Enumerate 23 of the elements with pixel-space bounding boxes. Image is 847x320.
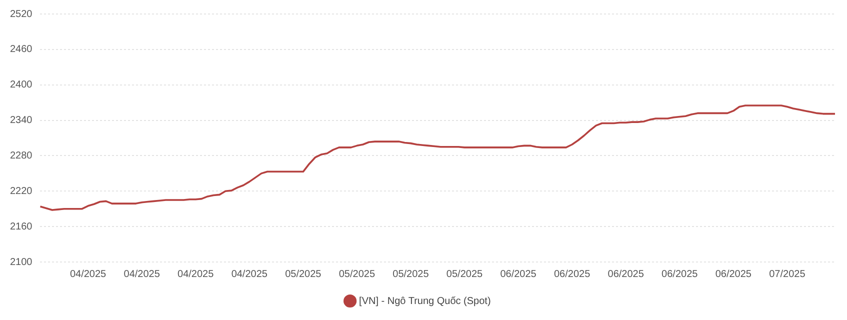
x-tick-label: 05/2025	[285, 268, 322, 280]
y-tick-label: 2280	[10, 150, 33, 162]
x-tick-label: 06/2025	[715, 268, 752, 280]
y-tick-label: 2400	[10, 80, 33, 91]
x-tick-label: 04/2025	[124, 268, 160, 280]
x-tick-label: 06/2025	[554, 268, 591, 280]
y-tick-label: 2220	[10, 186, 33, 197]
x-tick-label: 04/2025	[231, 268, 268, 280]
y-tick-label: 2520	[10, 8, 33, 20]
y-tick-label: 2160	[10, 221, 33, 232]
y-tick-label: 2100	[10, 256, 33, 268]
x-tick-label: 04/2025	[178, 268, 214, 280]
y-tick-label: 2460	[10, 44, 33, 56]
x-tick-label: 05/2025	[338, 268, 376, 280]
y-tick-label: 2340	[10, 115, 33, 126]
legend-label: [VN] - Ngô Trung Quốc (Spot)	[359, 296, 491, 307]
x-tick-label: 06/2025	[662, 268, 698, 280]
x-tick-label: 05/2025	[392, 268, 430, 280]
x-tick-label: 04/2025	[70, 268, 107, 280]
x-tick-label: 05/2025	[446, 268, 484, 280]
x-tick-label: 06/2025	[608, 268, 644, 280]
x-tick-label: 06/2025	[500, 268, 537, 280]
x-tick-label: 07/2025	[769, 268, 806, 280]
